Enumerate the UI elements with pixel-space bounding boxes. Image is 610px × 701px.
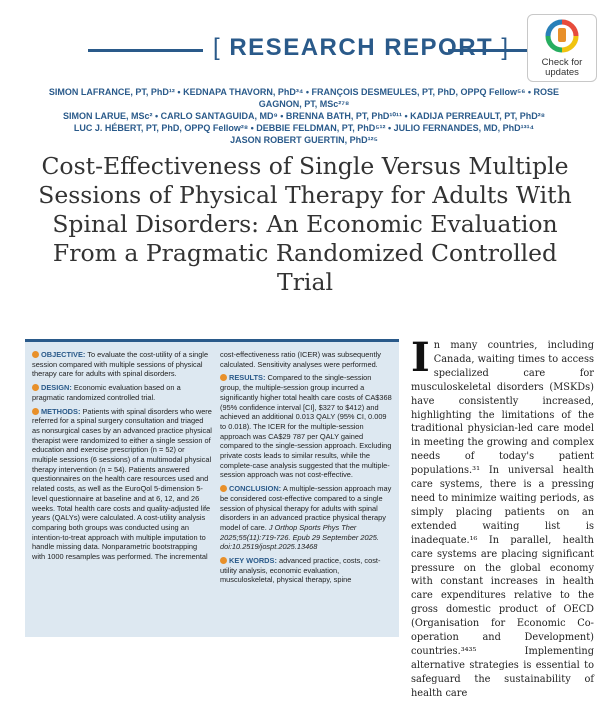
abstract-conclusion: CONCLUSION: A multiple-session approach … [220,484,392,552]
bullet-icon [32,407,39,415]
keywords-text: advanced practice, costs, cost-utility a… [220,556,381,585]
abstract-methods: METHODS: Patients with spinal disorders … [32,407,212,562]
abstract-box: OBJECTIVE: To evaluate the cost-utility … [25,339,399,637]
author-line: LUC J. HÉBERT, PT, PhD, OPPQ Fellow²⁸ • … [73,123,535,133]
abstract-column-right: cost-effectiveness ratio (ICER) was subs… [220,350,392,589]
results-heading: RESULTS: [229,373,266,383]
close-bracket: ] [501,34,510,61]
section-title: [ RESEARCH REPORT ] [213,34,510,62]
open-bracket: [ [213,34,222,61]
abstract-objective: OBJECTIVE: To evaluate the cost-utility … [32,350,212,379]
author-line: JASON ROBERT GUERTIN, PhD¹²⁵ [230,135,378,145]
author-line: SIMON LAFRANCE, PT, PhD¹² • KEDNAPA THAV… [48,87,560,109]
article-title: Cost-Effectiveness of Single Versus Mult… [38,152,572,296]
section-title-text: RESEARCH REPORT [229,34,494,61]
intro-text: n many countries, including Canada, wait… [411,340,594,699]
author-line: SIMON LARUE, MSc² • CARLO SANTAGUIDA, MD… [63,111,545,121]
objective-text: To evaluate the cost-utility of a single… [32,350,209,379]
keywords-heading: KEY WORDS: [229,556,277,566]
design-text: Economic evaluation based on a pragmatic… [32,383,181,402]
abstract-results: RESULTS: Compared to the single-session … [220,373,392,480]
bullet-icon [32,351,39,358]
header-rule-left [88,49,203,52]
methods-heading: METHODS: [41,406,81,416]
author-list: SIMON LAFRANCE, PT, PhD¹² • KEDNAPA THAV… [28,86,580,146]
bullet-icon [220,557,227,565]
badge-label-1: Check for [541,57,583,68]
section-header: [ RESEARCH REPORT ] [30,30,570,70]
bullet-icon [32,384,39,392]
citation-text: J Orthop Sports Phys Ther 2025;55(11):71… [220,522,379,552]
abstract-keywords: KEY WORDS: advanced practice, costs, cos… [220,556,392,585]
abstract-column-left: OBJECTIVE: To evaluate the cost-utility … [32,350,212,566]
methods-continued: cost-effectiveness ratio (ICER) was subs… [220,350,381,369]
updates-icon [545,19,579,53]
check-for-updates-badge[interactable]: Check for updates [527,14,597,82]
header-rule-right [448,49,555,52]
conclusion-heading: CONCLUSION: [229,484,282,494]
conclusion-text: A multiple-session approach may be consi… [220,484,392,532]
objective-heading: OBJECTIVE: [41,350,86,359]
bullet-icon [220,374,227,382]
drop-cap: I [411,334,430,381]
design-heading: DESIGN: [41,383,72,393]
methods-text: Patients with spinal disorders who were … [32,406,212,562]
badge-label-2: updates [545,67,579,78]
bullet-icon [220,485,227,493]
abstract-design: DESIGN: Economic evaluation based on a p… [32,383,212,402]
results-text: Compared to the single-session group, th… [220,373,392,480]
